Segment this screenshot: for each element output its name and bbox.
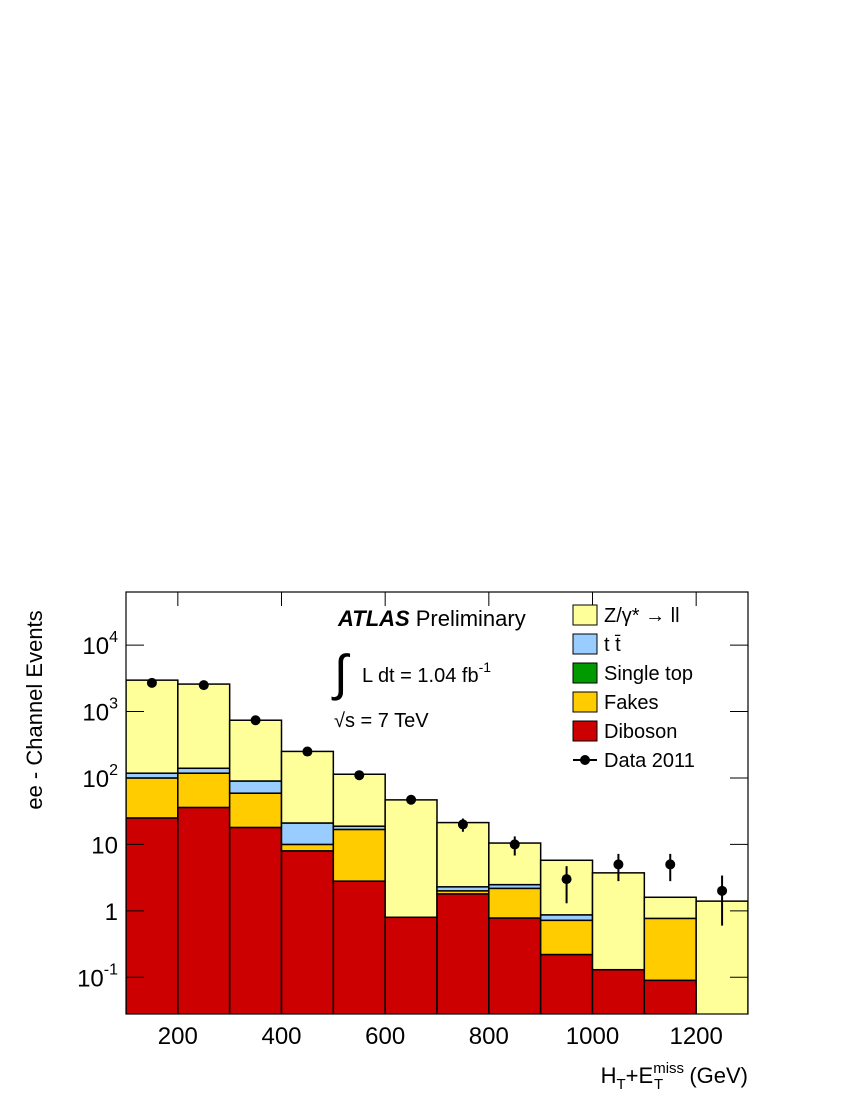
x-tick-label: 800 bbox=[469, 1023, 509, 1050]
bar-segment bbox=[488, 887, 542, 919]
legend-swatch bbox=[572, 633, 598, 655]
lumi-exp: -1 bbox=[479, 659, 492, 675]
bar-segment bbox=[228, 780, 283, 794]
x-label-part: (GeV) bbox=[683, 1063, 748, 1088]
annotation: ATLAS Preliminary bbox=[337, 606, 526, 631]
y-tick-label-exp: -1 bbox=[104, 961, 118, 978]
y-tick-label-base: 10 bbox=[77, 965, 104, 992]
bar-segment bbox=[539, 919, 594, 956]
data-points bbox=[146, 677, 728, 926]
x-label-part: T bbox=[654, 1076, 663, 1093]
bar-segment bbox=[126, 817, 179, 1014]
y-tick-label: 104 bbox=[82, 629, 118, 660]
bar-segment bbox=[228, 719, 283, 782]
bar-segment bbox=[126, 777, 179, 819]
bar-segment bbox=[280, 850, 335, 1014]
x-tick-label: 600 bbox=[365, 1023, 405, 1050]
bar-segment bbox=[591, 872, 646, 971]
bar-segment bbox=[539, 953, 594, 1014]
annotation: L dt = 1.04 fb-1 bbox=[362, 659, 491, 687]
bar-segment bbox=[126, 679, 179, 774]
bar-segment bbox=[228, 792, 283, 829]
y-tick-label-base: 10 bbox=[82, 700, 109, 727]
bar-segment bbox=[539, 914, 594, 922]
bar-segment bbox=[177, 772, 231, 809]
data-point bbox=[561, 874, 572, 885]
data-point bbox=[302, 746, 313, 757]
legend-label: t t̄ bbox=[604, 634, 621, 656]
y-tick-label-exp: 4 bbox=[109, 629, 118, 646]
bar-segment bbox=[177, 683, 231, 770]
bar-segment bbox=[384, 916, 438, 1014]
y-tick-label-exp: 3 bbox=[109, 696, 118, 713]
annotation: √s = 7 TeV bbox=[334, 710, 429, 732]
x-tick-label: 1000 bbox=[566, 1023, 619, 1050]
y-tick-label: 10-1 bbox=[77, 961, 118, 992]
x-label-part: H bbox=[601, 1063, 617, 1088]
data-point bbox=[457, 819, 468, 830]
data-point bbox=[146, 677, 157, 688]
y-tick-label-exp: 2 bbox=[109, 762, 118, 779]
legend-swatch bbox=[572, 720, 598, 742]
bar-segment bbox=[436, 821, 490, 888]
x-tick-label: 1200 bbox=[669, 1023, 722, 1050]
bar-segment bbox=[332, 828, 386, 882]
legend-swatch bbox=[572, 691, 598, 713]
legend: Z/γ* → ll t t̄ Single top Fakes Diboson Data … bbox=[572, 604, 695, 772]
bar-segment bbox=[332, 773, 386, 827]
bar-segment bbox=[332, 880, 386, 1014]
y-tick-label-base: 1 bbox=[105, 899, 118, 926]
y-tick-label-base: 10 bbox=[91, 832, 118, 859]
y-tick-label: 103 bbox=[82, 696, 118, 727]
data-point bbox=[509, 839, 520, 850]
atlas-label: ATLAS bbox=[337, 606, 410, 631]
legend-swatch bbox=[572, 662, 598, 684]
bar-segment bbox=[643, 917, 697, 982]
bar-segment bbox=[280, 750, 335, 824]
data-point bbox=[198, 680, 209, 691]
data-point bbox=[250, 715, 261, 726]
legend-label: Data 2011 bbox=[604, 750, 695, 772]
bar-segment bbox=[280, 822, 335, 846]
x-label-part: T bbox=[617, 1076, 626, 1093]
bar-segment bbox=[280, 843, 335, 852]
x-label-part: miss bbox=[653, 1060, 684, 1077]
y-label: ee - Channel Events bbox=[22, 610, 47, 809]
y-tick-label: 1 bbox=[105, 899, 118, 926]
bar-segment bbox=[177, 806, 231, 1014]
x-tick-label: 200 bbox=[158, 1023, 198, 1050]
data-point bbox=[613, 859, 624, 870]
data-point bbox=[354, 770, 365, 781]
data-point bbox=[717, 885, 728, 896]
plot-frame bbox=[125, 591, 749, 1015]
x-tick-label: 400 bbox=[261, 1023, 301, 1050]
bar-segment bbox=[228, 826, 283, 1014]
data-point bbox=[665, 859, 676, 870]
y-tick-label-base: 10 bbox=[82, 766, 109, 793]
y-tick-label: 102 bbox=[82, 762, 118, 793]
integral-sign: ∫ bbox=[331, 645, 351, 701]
x-label-part: +E bbox=[626, 1063, 654, 1088]
legend-label: Fakes bbox=[604, 692, 658, 714]
y-tick-label-base: 10 bbox=[82, 633, 109, 660]
x-label: HT+Emiss T (GeV) bbox=[601, 1060, 748, 1093]
legend-marker bbox=[580, 755, 590, 765]
bar-segment bbox=[643, 896, 697, 920]
lumi: L dt = 1.04 fb bbox=[362, 665, 479, 687]
data-point bbox=[406, 794, 417, 805]
annotation: Preliminary bbox=[416, 606, 526, 631]
bar-segment bbox=[436, 893, 490, 1014]
bar-segment bbox=[488, 917, 542, 1014]
legend-label: Single top bbox=[604, 663, 693, 685]
legend-label: Diboson bbox=[604, 721, 677, 743]
bar-segment bbox=[384, 799, 438, 919]
legend-swatch bbox=[572, 604, 598, 626]
y-tick-label: 10 bbox=[91, 832, 118, 859]
legend-label: Z/γ* → ll bbox=[604, 605, 680, 627]
